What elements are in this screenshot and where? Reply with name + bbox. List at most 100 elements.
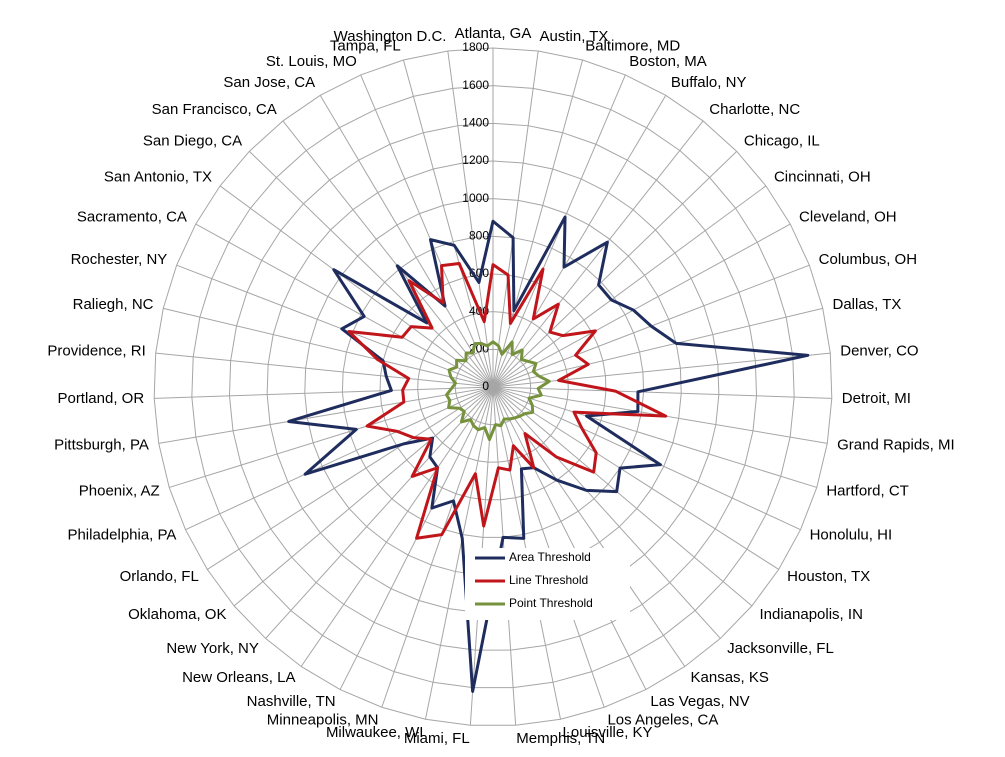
category-label: Honolulu, HI <box>810 527 893 544</box>
category-label: Cincinnati, OH <box>774 169 871 186</box>
spoke <box>154 386 494 399</box>
spoke <box>492 386 801 531</box>
spoke <box>360 74 494 388</box>
legend-label: Line Threshold <box>509 573 588 587</box>
category-label: Austin, TX <box>540 28 609 45</box>
legend-label: Area Threshold <box>509 550 591 564</box>
category-label: Charlotte, NC <box>709 101 800 118</box>
spoke <box>282 120 494 388</box>
category-label: San Jose, CA <box>223 74 315 91</box>
spoke <box>492 150 738 388</box>
category-label: Houston, TX <box>787 568 870 585</box>
spoke <box>492 59 584 388</box>
category-label: Raliegh, NC <box>73 296 154 313</box>
category-label: Jacksonville, FL <box>727 640 834 657</box>
spoke <box>492 386 780 570</box>
category-label: Detroit, MI <box>842 390 911 407</box>
category-label: New York, NY <box>166 640 259 657</box>
category-label: Orlando, FL <box>120 568 199 585</box>
category-label: Los Angeles, CA <box>607 711 718 728</box>
category-label: Cleveland, OH <box>799 208 897 225</box>
category-label: Grand Rapids, MI <box>837 437 955 454</box>
spoke <box>492 223 791 388</box>
category-label: Providence, RI <box>47 343 145 360</box>
y-tick-label: 1200 <box>462 153 489 167</box>
category-label: Indianapolis, IN <box>760 606 863 623</box>
spoke <box>265 386 494 639</box>
y-tick-label: 1600 <box>462 78 489 92</box>
category-label: Buffalo, NY <box>671 74 747 91</box>
spoke <box>248 150 494 388</box>
category-label: Pittsburgh, PA <box>54 437 149 454</box>
spoke <box>233 386 494 607</box>
spoke <box>492 386 605 708</box>
spoke <box>158 386 494 444</box>
spoke <box>185 386 494 531</box>
series-line <box>347 261 668 540</box>
spoke <box>300 386 494 667</box>
category-label: Nashville, TN <box>247 693 336 710</box>
category-label: San Diego, CA <box>143 133 242 150</box>
category-label: Las Vegas, NV <box>650 693 749 710</box>
y-tick-label: 1800 <box>462 40 489 54</box>
spoke <box>381 386 494 708</box>
spoke <box>155 352 494 388</box>
category-label: Hartford, CT <box>826 483 909 500</box>
spoke <box>492 386 753 607</box>
category-label: Louisville, KY <box>563 724 653 741</box>
category-label: New Orleans, LA <box>182 669 295 686</box>
category-label: Denver, CO <box>840 343 918 360</box>
grid-ring <box>153 47 833 726</box>
category-label: San Antonio, TX <box>104 169 212 186</box>
series-line <box>445 340 551 442</box>
category-label: Chicago, IL <box>744 133 820 150</box>
spoke <box>424 386 494 720</box>
y-tick-label: 0 <box>482 379 489 393</box>
spoke <box>492 50 539 388</box>
spoke <box>447 50 494 388</box>
spoke <box>169 386 494 488</box>
spoke <box>492 386 817 488</box>
legend-label: Point Threshold <box>509 596 593 610</box>
grid-ring <box>417 311 569 463</box>
spoke <box>219 185 494 388</box>
y-tick-label: 1400 <box>462 116 489 130</box>
y-tick-label: 800 <box>469 229 489 243</box>
category-label: Milwaukee, WI <box>326 724 424 741</box>
category-label: Washington D.C. <box>334 28 447 45</box>
spoke <box>206 386 494 570</box>
spoke <box>319 95 494 388</box>
spoke <box>492 95 667 388</box>
category-label: Boston, MA <box>629 53 707 70</box>
category-label: Phoenix, AZ <box>79 483 160 500</box>
spoke <box>492 185 767 388</box>
category-label: Sacramento, CA <box>77 208 187 225</box>
category-label: Portland, OR <box>57 390 144 407</box>
spoke <box>195 223 494 388</box>
category-label: Memphis, TN <box>516 730 605 747</box>
spoke <box>402 59 494 388</box>
category-label: Kansas, KS <box>691 669 769 686</box>
category-label: Minneapolis, MN <box>267 711 379 728</box>
category-label: Miami, FL <box>404 730 470 747</box>
category-label: Dallas, TX <box>832 296 901 313</box>
category-label: Atlanta, GA <box>455 25 532 42</box>
spoke <box>492 386 647 690</box>
y-tick-label: 1000 <box>462 191 489 205</box>
spoke <box>492 120 704 388</box>
category-label: Rochester, NY <box>71 251 168 268</box>
spoke <box>492 386 721 639</box>
grid-ring <box>228 122 758 651</box>
spoke <box>492 386 832 399</box>
spoke <box>492 307 823 388</box>
category-label: Tampa, FL <box>330 38 401 55</box>
category-label: Columbus, OH <box>819 251 917 268</box>
category-label: Philadelphia, PA <box>67 527 176 544</box>
spoke <box>492 352 831 388</box>
spoke <box>163 307 494 388</box>
spoke <box>176 264 494 388</box>
category-label: St. Louis, MO <box>266 53 357 70</box>
legend-box <box>465 548 630 620</box>
grid-ring <box>454 348 532 426</box>
